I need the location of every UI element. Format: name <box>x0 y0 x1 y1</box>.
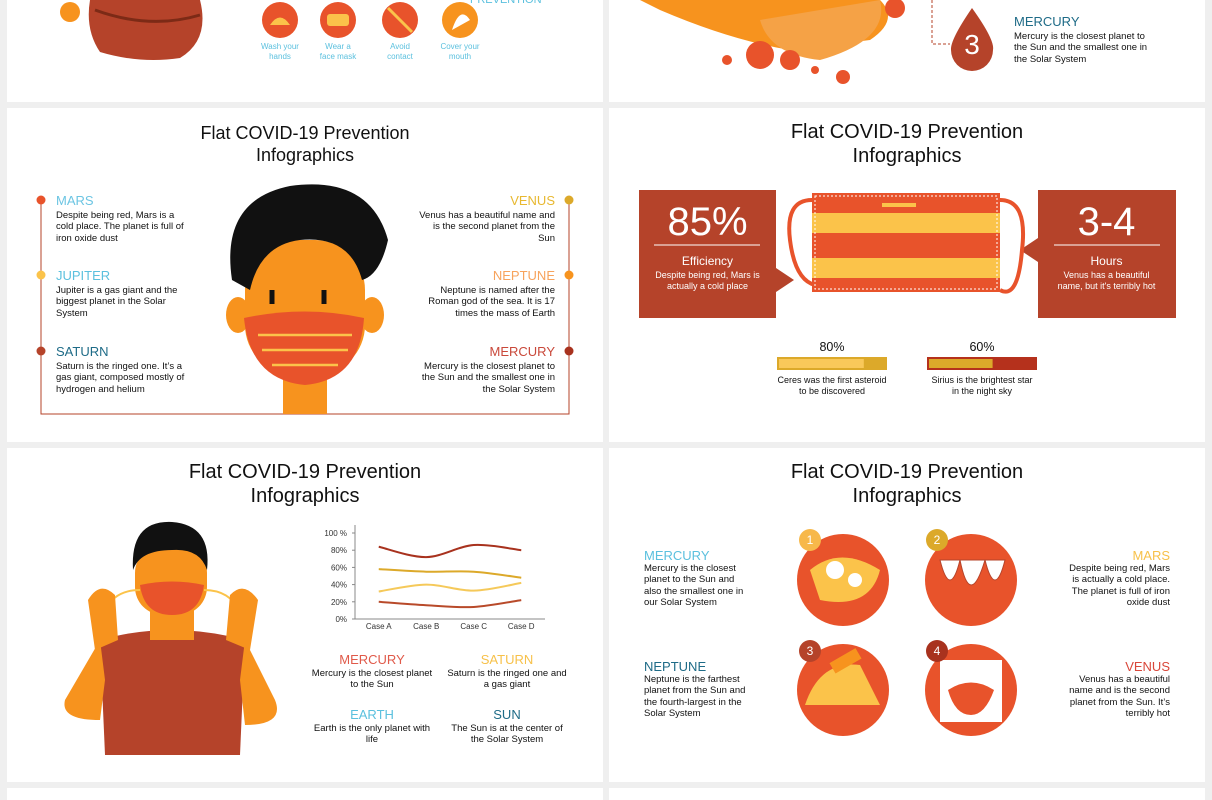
x-tick-label: Case C <box>460 622 487 631</box>
progress-bar <box>779 359 864 368</box>
item-text: Neptune is the farthest planet from the … <box>644 674 746 720</box>
prevention-icons <box>262 2 478 38</box>
item-text: The Sun is at the center of the Solar Sy… <box>451 723 563 746</box>
item-text: Mercury is the closest planet to the Sun… <box>421 361 555 395</box>
progress-label: 60% <box>969 340 995 354</box>
item-text: Mercury is the closest planet to the Sun <box>311 668 433 691</box>
item-name: NEPTUNE <box>492 268 555 283</box>
item-name: MERCURY <box>489 344 556 359</box>
hands-illustration <box>640 0 994 84</box>
y-tick-label: 20% <box>331 598 347 607</box>
hand-figure <box>60 0 203 60</box>
step-number: 2 <box>934 533 941 547</box>
step-number: 3 <box>964 29 980 60</box>
x-tick-label: Case D <box>508 622 535 631</box>
slide-title: Flat COVID-19 Prevention Infographics <box>790 461 1024 507</box>
x-tick-label: Case A <box>366 622 392 631</box>
step-number: 1 <box>807 533 814 547</box>
progress-text: Sirius is the brightest star in the nigh… <box>931 375 1033 396</box>
y-tick-label: 40% <box>331 581 347 590</box>
progress-label: 80% <box>819 340 845 354</box>
y-tick-label: 60% <box>331 563 347 572</box>
data-line <box>378 543 522 559</box>
icon-label: Avoid contact <box>387 42 413 61</box>
icon-label: Wash your hands <box>261 42 299 61</box>
item-name: MERCURY <box>1014 14 1080 29</box>
progress-bar <box>929 359 993 368</box>
item-text: Despite being red, Mars is actually a co… <box>1069 563 1170 609</box>
data-line <box>378 581 522 593</box>
x-tick-label: Case B <box>413 622 439 631</box>
person-adjusting-mask <box>64 521 277 755</box>
data-line <box>378 568 522 579</box>
mask-boxes <box>639 190 1176 318</box>
item-name: MERCURY <box>339 652 405 667</box>
item-text: Saturn is the ringed one. It’s a gas gia… <box>56 361 185 395</box>
icon-label: Wear a face mask <box>319 42 357 61</box>
stat-text: Despite being red, Mars is actually a co… <box>655 270 760 291</box>
item-text: Mercury is the closest planet to the Sun… <box>1014 31 1148 65</box>
item-text: Neptune is named after the Roman god of … <box>428 285 555 319</box>
item-name: MARS <box>56 193 94 208</box>
stat-figure: 85% <box>667 200 748 244</box>
progress-text: Ceres was the first asteroid to be disco… <box>777 375 887 396</box>
data-line <box>378 599 522 609</box>
face-mask <box>787 193 1025 294</box>
icon-label: Cover your mouth <box>440 42 480 61</box>
stat-label: Hours <box>1090 254 1123 268</box>
item-text: Jupiter is a gas giant and the biggest p… <box>56 285 178 319</box>
item-name: MARS <box>1132 548 1170 563</box>
masked-person <box>226 184 388 414</box>
item-name: JUPITER <box>56 268 111 283</box>
section-heading: PREVENTION <box>470 0 542 6</box>
step-number: 4 <box>934 644 941 658</box>
item-name: MERCURY <box>644 548 710 563</box>
item-name: NEPTUNE <box>644 659 707 674</box>
steps-illustrations <box>797 529 1017 736</box>
item-name: SATURN <box>56 344 109 359</box>
item-text: Earth is the only planet with life <box>313 723 431 746</box>
stat-figure: 3-4 <box>1077 200 1136 244</box>
item-name: VENUS <box>510 193 555 208</box>
item-name: SATURN <box>480 652 534 667</box>
item-text: Despite being red, Mars is a cold place.… <box>56 210 184 244</box>
y-tick-label: 0% <box>335 615 347 624</box>
item-text: Saturn is the ringed one and a gas giant <box>447 668 567 691</box>
slide-title: Flat COVID-19 Prevention Infographics <box>188 461 422 507</box>
slide-title: Flat COVID-19 Prevention Infographics <box>200 123 410 165</box>
stat-label: Efficiency <box>681 254 734 268</box>
item-name: SUN <box>493 707 521 722</box>
stat-text: Venus has a beautiful name, but it's ter… <box>1057 270 1156 291</box>
y-tick-label: 80% <box>331 546 347 555</box>
item-text: Mercury is the closest planet to the Sun… <box>644 563 744 609</box>
item-text: Venus has a beautiful name and is the se… <box>419 210 555 244</box>
step-number: 3 <box>807 644 814 658</box>
item-text: Venus has a beautiful name and is the se… <box>1069 674 1170 720</box>
item-name: EARTH <box>350 707 394 722</box>
slide-title: Flat COVID-19 Prevention Infographics <box>790 121 1024 167</box>
y-tick-label: 100 % <box>324 529 347 538</box>
item-name: VENUS <box>1125 659 1170 674</box>
